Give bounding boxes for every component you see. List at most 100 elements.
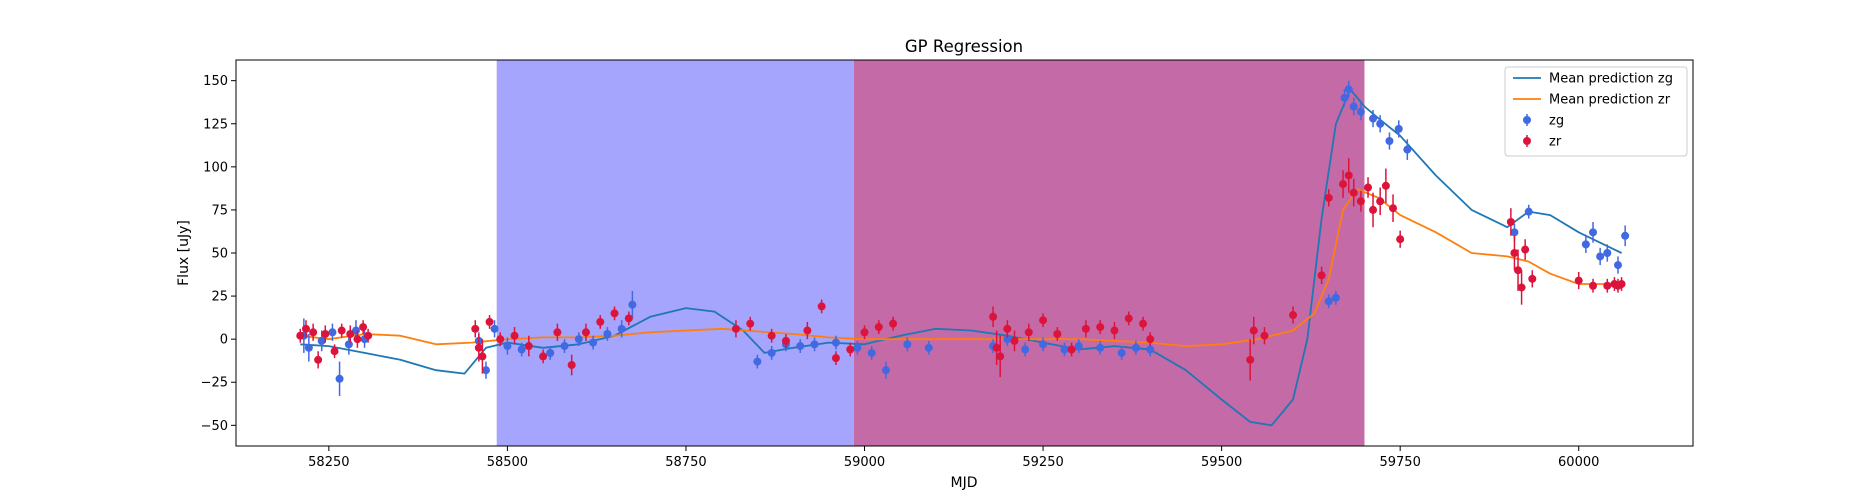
legend-swatch-marker	[1523, 137, 1531, 145]
x-axis-ticks: 58250 58500 58750 59000 59250 59500 59750 60000	[308, 446, 1599, 470]
data-point	[1574, 276, 1583, 285]
data-point	[1349, 188, 1358, 197]
data-point	[781, 336, 790, 345]
data-point	[321, 329, 330, 338]
data-point	[596, 317, 605, 326]
data-points	[296, 80, 1630, 397]
data-point	[1021, 345, 1030, 354]
data-point	[1074, 342, 1083, 351]
data-point	[1260, 331, 1269, 340]
legend: Mean prediction zg Mean prediction zr zg zr	[1504, 66, 1688, 157]
shaded-region-2	[853, 60, 1365, 446]
data-point	[546, 348, 555, 357]
data-point	[1096, 323, 1105, 332]
data-point	[628, 300, 637, 309]
data-point	[924, 343, 933, 352]
x-tick-label: 58500	[487, 455, 528, 470]
shaded-region-1	[496, 60, 854, 446]
data-point	[524, 342, 533, 351]
data-point	[1364, 183, 1373, 192]
data-point	[610, 309, 619, 318]
shaded-regions	[496, 60, 1365, 446]
data-point	[1617, 280, 1626, 289]
x-tick-label: 58750	[665, 455, 706, 470]
data-point	[1369, 205, 1378, 214]
data-point	[478, 352, 487, 361]
y-tick-label: 25	[211, 290, 228, 305]
data-point	[1349, 102, 1358, 111]
x-tick-label: 59250	[1022, 455, 1063, 470]
data-point	[1146, 345, 1155, 354]
y-tick-label: 125	[203, 117, 228, 132]
x-tick-label: 58250	[308, 455, 349, 470]
data-point	[1331, 293, 1340, 302]
data-point	[1510, 249, 1519, 257]
data-point	[296, 331, 305, 340]
data-point	[1528, 274, 1537, 283]
data-point	[317, 336, 326, 345]
data-point	[731, 324, 740, 333]
data-point	[567, 361, 576, 370]
data-point	[335, 374, 344, 383]
data-point	[1517, 283, 1526, 292]
data-point	[1339, 180, 1348, 189]
data-point	[992, 343, 1001, 352]
data-point	[574, 335, 583, 344]
data-point	[1381, 181, 1390, 190]
data-point	[1124, 314, 1133, 323]
y-axis-label: Flux [uJy]	[176, 220, 192, 286]
data-point	[346, 329, 355, 338]
y-tick-label: 0	[220, 333, 228, 348]
data-point	[1249, 326, 1258, 335]
data-point	[359, 323, 368, 332]
data-point	[874, 323, 883, 332]
data-point	[860, 328, 869, 337]
data-point	[1376, 119, 1385, 128]
data-point	[309, 328, 318, 337]
data-point	[624, 314, 633, 323]
legend-entry: zr	[1549, 135, 1562, 150]
data-point	[746, 319, 755, 328]
data-point	[353, 335, 362, 344]
data-point	[510, 331, 519, 340]
data-point	[753, 357, 762, 366]
data-point	[1110, 326, 1119, 335]
y-tick-label: 150	[203, 74, 228, 89]
data-point	[1344, 85, 1353, 94]
data-point	[1394, 124, 1403, 133]
y-tick-label: 100	[203, 160, 228, 175]
data-point	[1317, 271, 1326, 280]
data-point	[1589, 281, 1598, 290]
data-point	[1246, 355, 1255, 364]
data-point	[1146, 335, 1155, 344]
data-point	[481, 366, 490, 375]
data-point	[471, 324, 480, 333]
data-point	[1603, 249, 1612, 257]
data-point	[1024, 328, 1033, 337]
data-point	[496, 335, 505, 344]
data-point	[1389, 204, 1398, 213]
data-point	[1003, 335, 1012, 344]
data-point	[1081, 324, 1090, 333]
data-point	[1356, 197, 1365, 206]
x-tick-label: 59750	[1379, 455, 1420, 470]
data-point	[989, 312, 998, 321]
data-point	[1003, 324, 1012, 333]
y-tick-label: −50	[201, 419, 228, 434]
data-point	[1589, 228, 1598, 237]
data-point	[485, 317, 494, 326]
data-point	[1096, 343, 1105, 352]
data-point	[328, 328, 337, 337]
legend-entry: Mean prediction zr	[1549, 93, 1671, 108]
x-tick-label: 60000	[1558, 455, 1599, 470]
y-tick-label: −25	[201, 376, 228, 391]
data-point	[903, 340, 912, 349]
data-point	[1060, 345, 1069, 354]
data-point	[337, 326, 346, 335]
data-point	[1614, 261, 1623, 270]
data-point	[1131, 343, 1140, 352]
y-axis-ticks: −50 −25 0 25 50 75 100 125 150	[201, 74, 236, 434]
data-point	[867, 348, 876, 357]
data-point	[301, 324, 310, 333]
data-point	[1117, 348, 1126, 357]
